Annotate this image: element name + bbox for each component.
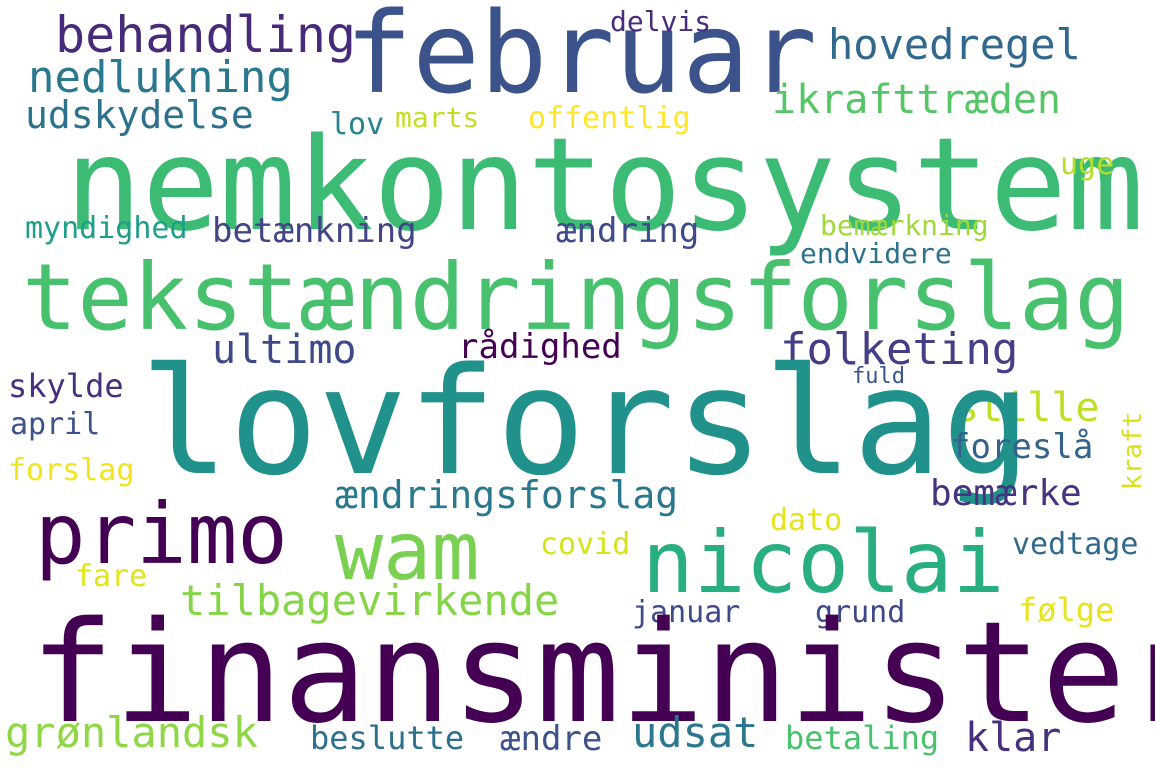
word-folketing: folketing [780, 324, 1019, 375]
word-covid: covid [540, 527, 631, 562]
word-kraft: kraft [1118, 411, 1148, 490]
word-februar: februar [345, 0, 818, 119]
word-grund: grund [815, 595, 906, 630]
word-aendringsforslag: ændringsforslag [335, 473, 679, 517]
word-uge: uge [1060, 147, 1115, 182]
word-skylde: skylde [8, 367, 124, 405]
word-lovforslag: lovforslag [140, 336, 1032, 508]
word-delvis: delvis [610, 5, 712, 38]
word-vedtage: vedtage [1012, 527, 1139, 562]
word-behandling: behandling [55, 6, 357, 64]
word-fuld: fuld [852, 364, 905, 389]
word-betaenkning: betænkning [212, 211, 417, 251]
word-beslutte: beslutte [310, 719, 465, 757]
word-fare: fare [75, 559, 148, 594]
word-ultimo: ultimo [212, 327, 357, 373]
word-finansminister: finansminister [30, 592, 1155, 755]
word-wam: wam [335, 505, 480, 598]
word-nedlukning: nedlukning [28, 52, 293, 103]
word-nicolai: nicolai [642, 513, 1005, 613]
word-nemkontosystem: nemkontosystem [65, 111, 1144, 260]
word-bemaerke: bemærke [930, 473, 1082, 514]
word-udskydelse: udskydelse [25, 93, 254, 137]
word-marts: marts [395, 101, 480, 134]
word-stille: stille [955, 385, 1100, 431]
word-klar: klar [965, 715, 1062, 761]
word-april: april [10, 407, 101, 442]
word-lov: lov [330, 107, 385, 142]
word-tilbagevirkende: tilbagevirkende [180, 576, 560, 625]
word-primo: primo [35, 485, 288, 583]
word-endvidere: endvidere [800, 237, 952, 270]
word-aendring: ændring [556, 211, 700, 251]
word-foelge: følge [1018, 591, 1115, 629]
word-foreslaa: foreslå [950, 427, 1094, 467]
word-hovedregel: hovedregel [828, 20, 1081, 69]
word-forslag: forslag [8, 453, 135, 488]
word-ikrafttraeden: ikrafttræden [772, 77, 1061, 123]
word-raadighed: rådighed [458, 327, 622, 367]
word-bemaerkning: bemærkning [820, 209, 989, 242]
word-myndighed: myndighed [25, 211, 188, 246]
word-offentlig: offentlig [528, 101, 691, 136]
word-betaling: betaling [785, 719, 940, 757]
word-januar: januar [632, 595, 741, 630]
word-udsat: udsat [632, 708, 759, 757]
word-tekstaendringsforslag: tekstændringsforslag [22, 244, 1130, 351]
word-dato: dato [770, 503, 843, 538]
word-groenlandsk: grønlandsk [5, 708, 258, 757]
word-aendre: ændre [500, 719, 603, 759]
